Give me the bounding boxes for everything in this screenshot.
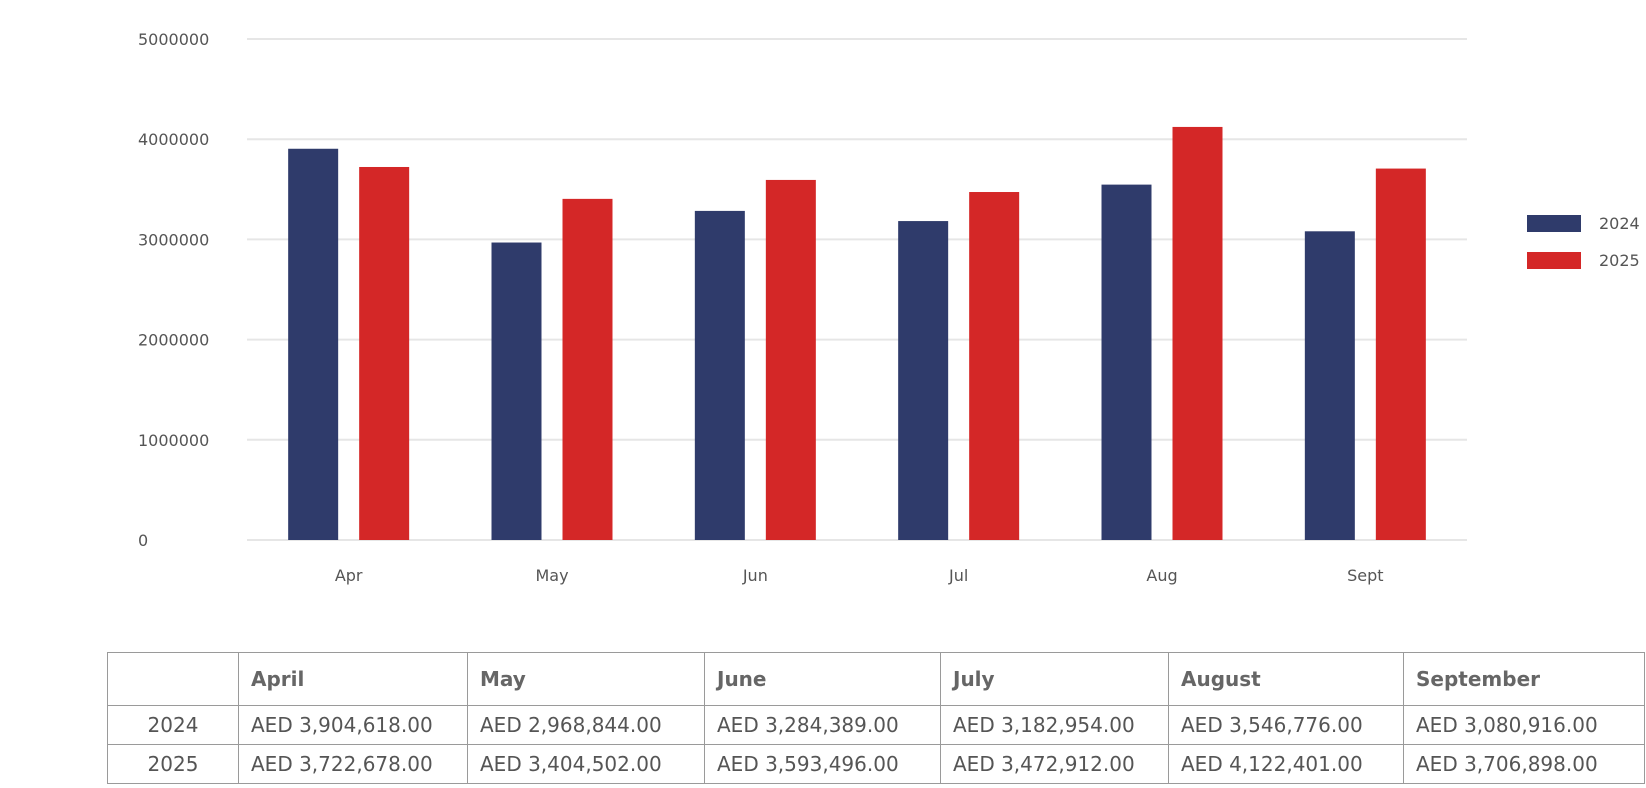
table-cell: AED 3,080,916.00 bbox=[1403, 705, 1645, 745]
table-header-cell: May bbox=[467, 652, 705, 706]
x-tick-label: Apr bbox=[335, 566, 363, 585]
bar-2024-jul bbox=[898, 221, 949, 541]
table-cell: AED 3,722,678.00 bbox=[238, 744, 468, 784]
data-table: April May June July August September 202… bbox=[107, 652, 1645, 784]
y-tick-label: 0 bbox=[138, 531, 148, 550]
bar-2024-jun bbox=[694, 210, 745, 540]
bar-2024-may bbox=[491, 242, 542, 540]
table-header-cell bbox=[107, 652, 239, 706]
table-header-cell: April bbox=[238, 652, 468, 706]
table-cell: AED 3,182,954.00 bbox=[940, 705, 1169, 745]
table-header-cell: July bbox=[940, 652, 1169, 706]
bar-2025-jun bbox=[765, 179, 816, 540]
legend-swatch bbox=[1527, 215, 1581, 232]
legend-label: 2025 bbox=[1599, 251, 1640, 270]
x-tick-label: Jul bbox=[948, 566, 968, 585]
table-cell: AED 2,968,844.00 bbox=[467, 705, 705, 745]
table-cell: AED 3,284,389.00 bbox=[704, 705, 941, 745]
y-tick-label: 1000000 bbox=[138, 431, 209, 450]
bar-2025-apr bbox=[359, 166, 410, 540]
bar-2024-sept bbox=[1304, 231, 1355, 540]
table-row: 2024 AED 3,904,618.00 AED 2,968,844.00 A… bbox=[107, 705, 1645, 745]
x-tick-label: Aug bbox=[1146, 566, 1177, 585]
bar-2025-aug bbox=[1172, 126, 1223, 540]
y-tick-label: 2000000 bbox=[138, 331, 209, 350]
bar-2024-aug bbox=[1101, 184, 1152, 541]
table-cell: AED 3,904,618.00 bbox=[238, 705, 468, 745]
bar-2025-may bbox=[562, 198, 613, 540]
x-tick-label: Jun bbox=[742, 566, 768, 585]
y-tick-label: 4000000 bbox=[138, 130, 209, 149]
y-tick-label: 3000000 bbox=[138, 230, 209, 249]
bar-2024-apr bbox=[288, 148, 339, 541]
table-cell: AED 3,706,898.00 bbox=[1403, 744, 1645, 784]
table-cell: AED 3,472,912.00 bbox=[940, 744, 1169, 784]
bar-2025-jul bbox=[969, 192, 1020, 540]
x-tick-label: Sept bbox=[1347, 566, 1383, 585]
y-tick-label: 5000000 bbox=[138, 30, 209, 49]
x-tick-label: May bbox=[535, 566, 568, 585]
table-header-cell: June bbox=[704, 652, 941, 706]
table-cell: AED 3,404,502.00 bbox=[467, 744, 705, 784]
table-header-cell: September bbox=[1403, 652, 1645, 706]
row-label: 2024 bbox=[107, 705, 239, 745]
table-cell: AED 4,122,401.00 bbox=[1168, 744, 1404, 784]
legend-label: 2024 bbox=[1599, 214, 1640, 233]
table-cell: AED 3,593,496.00 bbox=[704, 744, 941, 784]
table-header-row: April May June July August September bbox=[107, 652, 1645, 706]
legend-swatch bbox=[1527, 252, 1581, 269]
table-header-cell: August bbox=[1168, 652, 1404, 706]
row-label: 2025 bbox=[107, 744, 239, 784]
table-cell: AED 3,546,776.00 bbox=[1168, 705, 1404, 745]
bar-2025-sept bbox=[1375, 168, 1426, 540]
table-row: 2025 AED 3,722,678.00 AED 3,404,502.00 A… bbox=[107, 744, 1645, 784]
bar-chart: 0 1000000 2000000 3000000 4000000 5000000 Apr M… bbox=[138, 30, 1640, 585]
